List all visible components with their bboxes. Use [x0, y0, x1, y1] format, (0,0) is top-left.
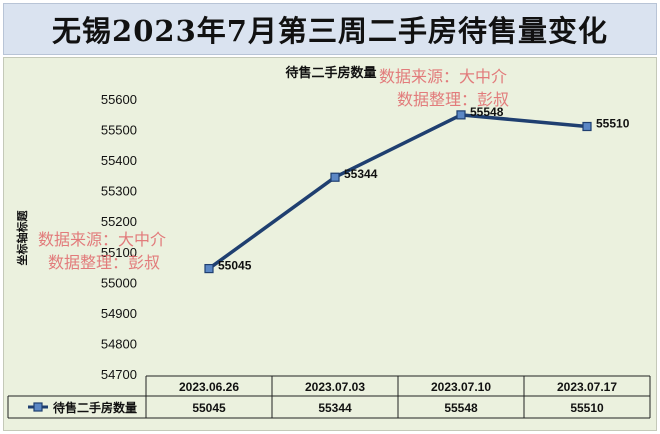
data-label: 55045	[218, 259, 252, 273]
legend-key-marker	[33, 402, 43, 412]
data-point-marker	[330, 172, 340, 182]
y-axis-title: 坐标轴标题	[15, 210, 29, 266]
y-tick-label: 55000	[101, 275, 137, 290]
table-value-cell: 55045	[192, 401, 226, 415]
data-table: 2023.06.26 2023.07.03 2023.07.10 2023.07.17…	[7, 375, 651, 419]
y-tick-label: 55100	[101, 245, 137, 260]
y-tick-label: 54900	[101, 306, 137, 321]
series-line	[207, 113, 588, 271]
data-label: 55344	[344, 167, 378, 181]
table-value-cell: 55344	[318, 401, 352, 415]
table-value-cell: 55548	[444, 401, 478, 415]
data-label: 55548	[470, 105, 504, 119]
x-category-label: 2023.07.10	[431, 380, 491, 394]
title-banner: 无锡2023年7月第三周二手房待售量变化	[3, 3, 657, 55]
legend-series-name: 待售二手房数量	[53, 400, 137, 415]
y-tick-label: 55200	[101, 214, 137, 229]
data-label: 55510	[596, 117, 630, 131]
x-category-label: 2023.07.17	[557, 380, 617, 394]
y-tick-label: 54800	[101, 336, 137, 351]
data-point-marker	[456, 110, 466, 120]
watermark-source-left: 数据来源：大中介	[38, 231, 166, 249]
watermark-editor-top: 数据整理：彭叔	[397, 91, 509, 109]
data-point-marker	[582, 121, 592, 132]
chart-area: 待售二手房数量 坐标轴标题 55600 55500 55400 55300 55200 5…	[3, 57, 657, 431]
y-tick-labels: 55600 55500 55400 55300 55200 55100 55000 54900…	[101, 92, 137, 382]
y-tick-label: 55600	[101, 92, 137, 107]
y-tick-label: 54700	[101, 367, 137, 382]
y-tick-label: 55300	[101, 184, 137, 199]
x-category-label: 2023.07.03	[305, 380, 365, 394]
data-labels: 55045 55344 55548 55510	[218, 105, 630, 273]
watermark-editor-left: 数据整理：彭叔	[48, 254, 160, 272]
series-line-group	[204, 110, 592, 274]
y-tick-label: 55500	[101, 123, 137, 138]
y-tick-label: 55400	[101, 153, 137, 168]
watermark-source-top: 数据来源：大中介	[379, 68, 507, 86]
x-category-label: 2023.06.26	[179, 380, 239, 394]
chart-title: 待售二手房数量	[284, 65, 376, 80]
watermarks: 数据来源：大中介 数据整理：彭叔 数据来源：大中介 数据整理：彭叔	[38, 68, 509, 272]
data-point-marker	[204, 263, 214, 274]
table-value-cell: 55510	[570, 401, 604, 415]
page-title: 无锡2023年7月第三周二手房待售量变化	[52, 14, 608, 48]
line-chart: 待售二手房数量 坐标轴标题 55600555005540055300552005…	[7, 65, 651, 419]
